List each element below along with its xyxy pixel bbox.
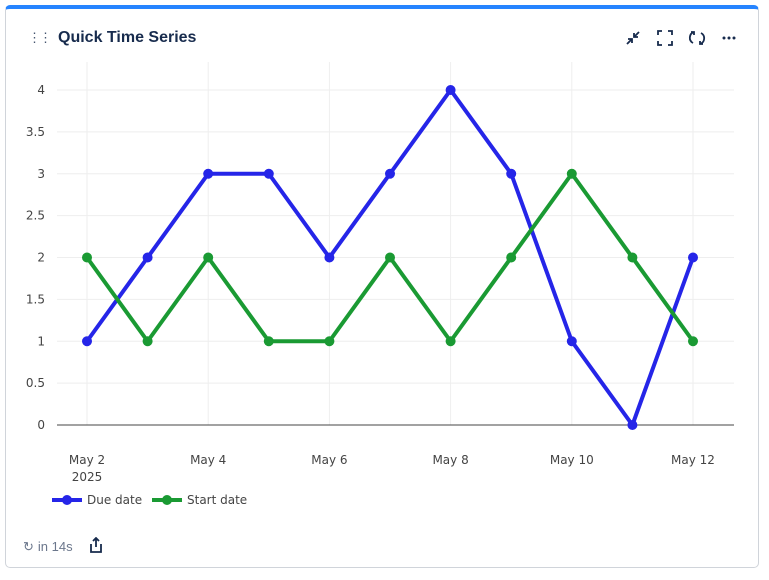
data-point — [506, 168, 517, 179]
data-point — [688, 336, 698, 347]
data-point — [324, 252, 335, 263]
data-point — [627, 252, 638, 263]
refresh-icon[interactable] — [688, 29, 706, 47]
legend-marker — [62, 495, 72, 505]
y-tick-label: 4 — [37, 83, 45, 97]
y-tick-label: 1.5 — [26, 292, 45, 306]
data-point — [566, 168, 577, 179]
x-tick-label: May 12 — [671, 453, 715, 467]
auto-refresh-icon: ↻ — [23, 538, 34, 554]
data-point — [688, 252, 698, 263]
y-tick-label: 3 — [37, 167, 45, 181]
collapse-icon[interactable] — [624, 29, 642, 47]
legend-label: Due date — [87, 493, 142, 507]
x-tick-label: May 4 — [190, 453, 226, 467]
refresh-countdown: in 14s — [37, 539, 73, 554]
y-tick-label: 0 — [37, 418, 45, 432]
more-icon[interactable] — [720, 29, 738, 47]
y-tick-label: 2 — [37, 251, 45, 265]
data-point — [445, 85, 456, 95]
data-point — [142, 252, 153, 263]
y-tick-label: 3.5 — [26, 125, 45, 139]
y-tick-label: 1 — [37, 334, 45, 348]
data-point — [203, 168, 214, 179]
data-point — [82, 252, 92, 263]
x-tick-label: May 10 — [550, 453, 594, 467]
fullscreen-icon[interactable] — [656, 29, 674, 47]
card-title: Quick Time Series — [58, 29, 197, 46]
y-tick-label: 2.5 — [26, 209, 45, 223]
legend-marker — [162, 495, 172, 505]
data-point — [263, 336, 274, 347]
chart-card: ⋮⋮ Quick Time Series ↻ in 14s — [5, 5, 759, 568]
x-tick-year: 2025 — [72, 470, 103, 484]
x-tick-label: May 8 — [432, 453, 468, 467]
data-point — [506, 252, 517, 263]
data-point — [203, 252, 214, 263]
card-header: ⋮⋮ Quick Time Series — [28, 29, 196, 47]
data-point — [627, 420, 638, 430]
y-tick-label: 0.5 — [26, 376, 45, 390]
legend-label: Start date — [187, 493, 247, 507]
x-tick-label: May 6 — [311, 453, 347, 467]
x-tick-label: May 2 — [69, 453, 105, 467]
data-point — [385, 252, 395, 263]
data-point — [385, 168, 395, 179]
data-point — [445, 336, 456, 347]
data-point — [263, 168, 274, 179]
data-point — [82, 336, 92, 347]
drag-handle-icon[interactable]: ⋮⋮ — [28, 30, 52, 45]
share-icon[interactable] — [89, 536, 103, 556]
data-point — [566, 336, 577, 347]
data-point — [324, 336, 335, 347]
data-point — [142, 336, 153, 347]
